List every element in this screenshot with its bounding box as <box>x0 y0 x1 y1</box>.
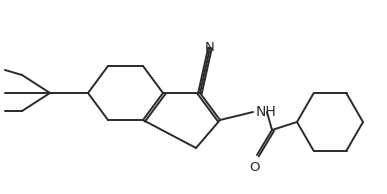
Text: N: N <box>205 41 215 54</box>
Text: NH: NH <box>256 105 277 119</box>
Text: O: O <box>250 161 260 174</box>
